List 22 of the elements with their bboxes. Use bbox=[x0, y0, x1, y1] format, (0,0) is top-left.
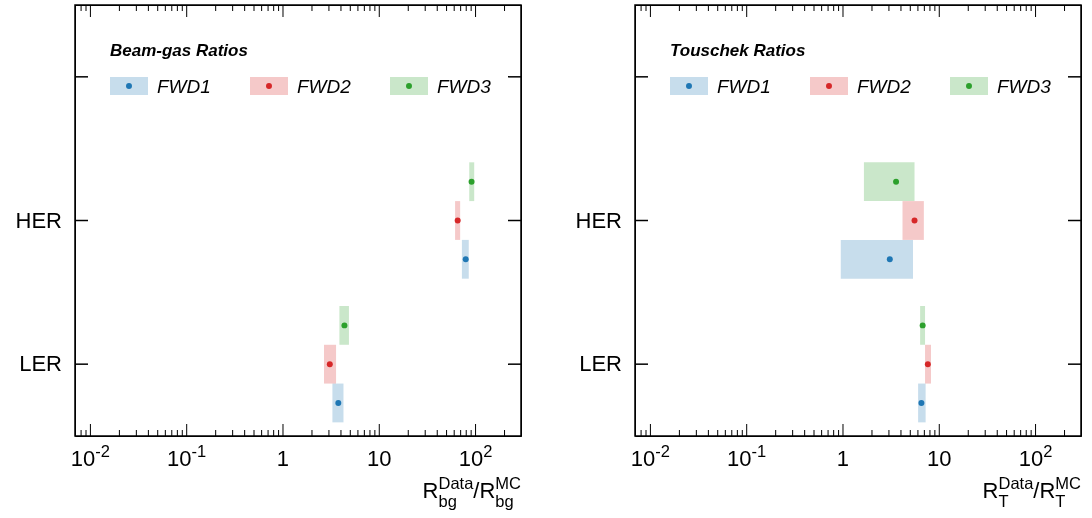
x-tick-label: 10$^{2}$ bbox=[1018, 442, 1053, 471]
x-tick-label: 10$^{-2}$ bbox=[630, 442, 670, 471]
legend-title: Touschek Ratios bbox=[670, 41, 806, 60]
x-tick-label: 10 bbox=[927, 446, 952, 471]
x-tick-label: 10 bbox=[367, 446, 392, 471]
legend-label: FWD3 bbox=[997, 76, 1052, 97]
legend-label: FWD2 bbox=[297, 76, 352, 97]
x-tick-label: 1 bbox=[836, 446, 850, 471]
legend-label: FWD3 bbox=[437, 76, 492, 97]
y-tick-label: LER bbox=[19, 351, 62, 377]
x-tick-label: 10$^{-1}$ bbox=[167, 442, 207, 471]
legend-label: FWD1 bbox=[717, 76, 771, 97]
y-tick-label: HER bbox=[15, 207, 62, 233]
legend-label: FWD2 bbox=[857, 76, 912, 97]
y-tick-label: LER bbox=[579, 351, 622, 377]
x-tick-label: 10$^{-1}$ bbox=[727, 442, 767, 471]
x-tick-label: 10$^{-2}$ bbox=[70, 442, 110, 471]
legend-title: Beam-gas Ratios bbox=[110, 41, 248, 60]
x-tick-label: 10$^{2}$ bbox=[458, 442, 493, 471]
y-tick-label: HER bbox=[575, 207, 622, 233]
legend-label: FWD1 bbox=[157, 76, 211, 97]
x-tick-label: 1 bbox=[276, 446, 290, 471]
